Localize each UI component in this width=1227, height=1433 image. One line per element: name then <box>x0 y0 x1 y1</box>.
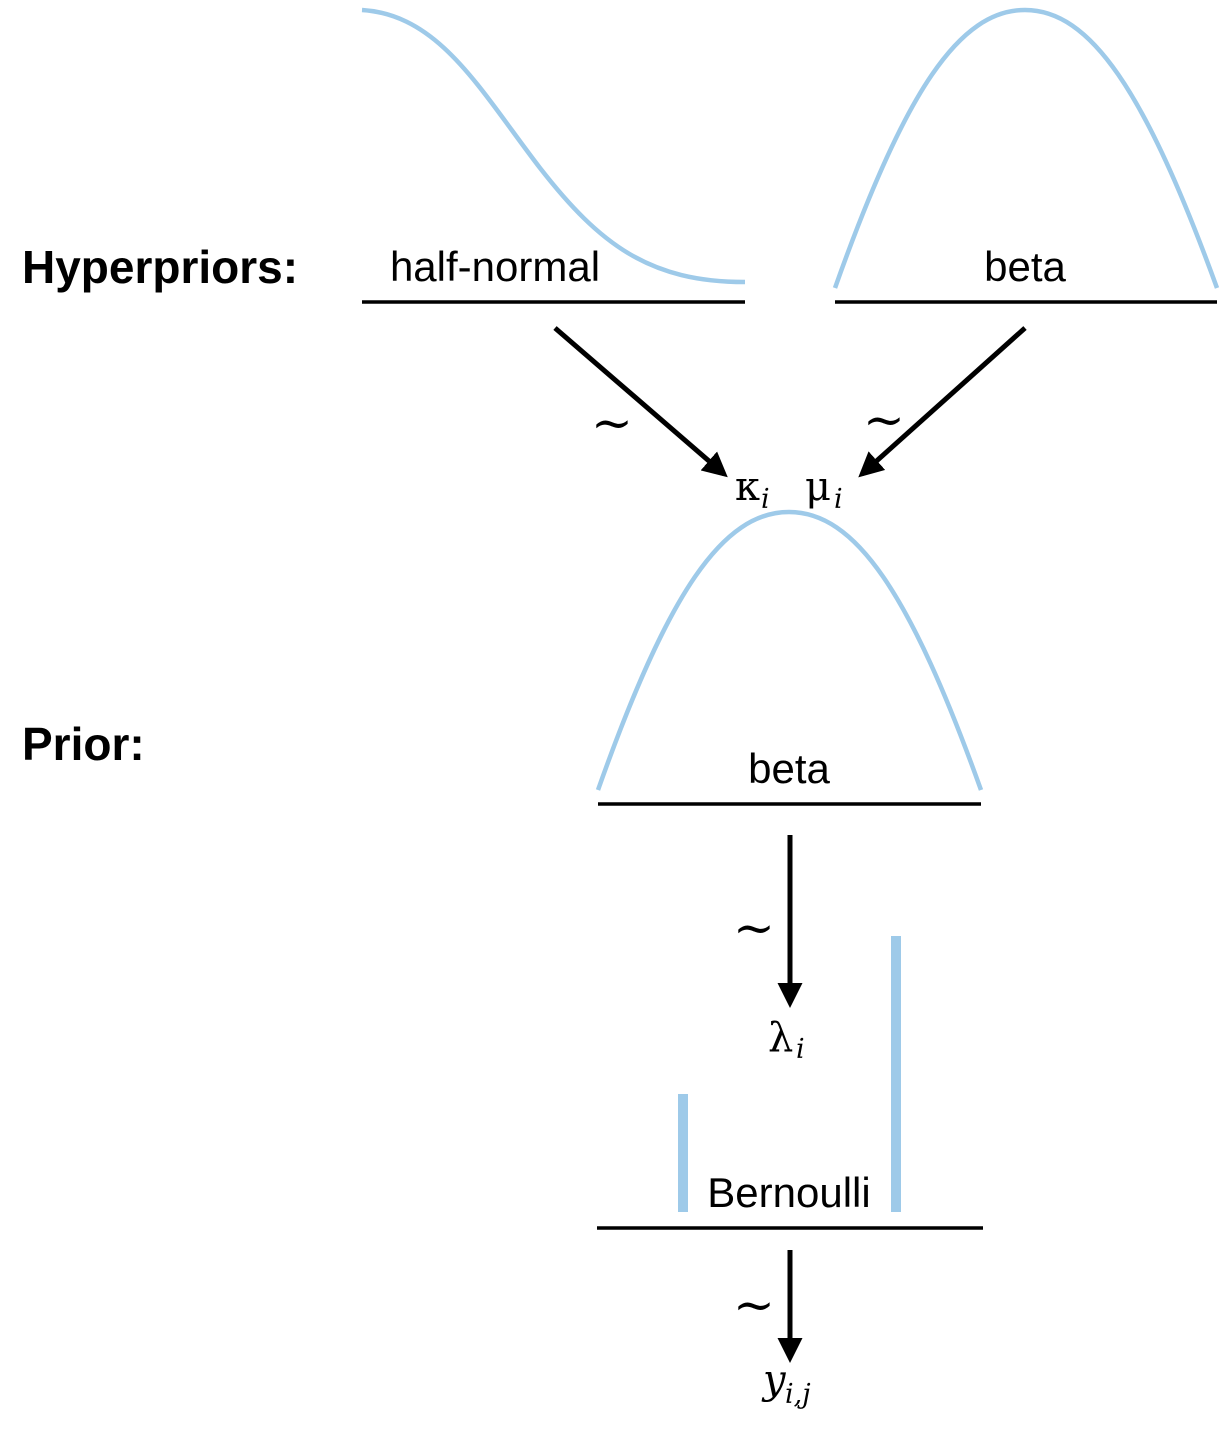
lambda-symbol: λ <box>768 1015 793 1061</box>
half-normal-label: half-normal <box>390 243 600 290</box>
tilde-left-hyper: ~ <box>591 394 633 452</box>
kappa-subscript: i <box>761 484 770 515</box>
bernoulli-label: Bernoulli <box>707 1169 870 1216</box>
beta-hyperprior-curve <box>832 7 1220 289</box>
lambda-subscript: i <box>796 1034 805 1065</box>
tilde-right-hyper: ~ <box>863 391 905 449</box>
y-subscript: i,j <box>785 1379 811 1410</box>
beta-hyperprior-distribution: beta <box>832 7 1220 304</box>
tilde-prior: ~ <box>733 899 775 957</box>
beta-to-mu-arrow <box>858 326 1027 478</box>
beta-prior-curve <box>595 509 984 791</box>
beta-prior-distribution: beta <box>595 509 984 806</box>
bernoulli-distribution: Bernoulli <box>597 936 983 1230</box>
prior-label: Prior: <box>22 718 145 770</box>
y-symbol: y <box>761 1357 787 1403</box>
beta-hyperprior-label: beta <box>984 243 1066 290</box>
beta-prior-label: beta <box>748 745 830 792</box>
tilde-likelihood: ~ <box>733 1276 775 1334</box>
half-normal-to-kappa-arrow <box>553 326 728 478</box>
half-normal-curve <box>361 7 746 285</box>
mu-subscript: i <box>834 484 843 515</box>
half-normal-distribution: half-normal <box>361 7 746 304</box>
kappa-symbol: κ <box>735 464 760 510</box>
mu-symbol: μ <box>805 464 831 510</box>
hyperpriors-label: Hyperpriors: <box>22 241 298 293</box>
